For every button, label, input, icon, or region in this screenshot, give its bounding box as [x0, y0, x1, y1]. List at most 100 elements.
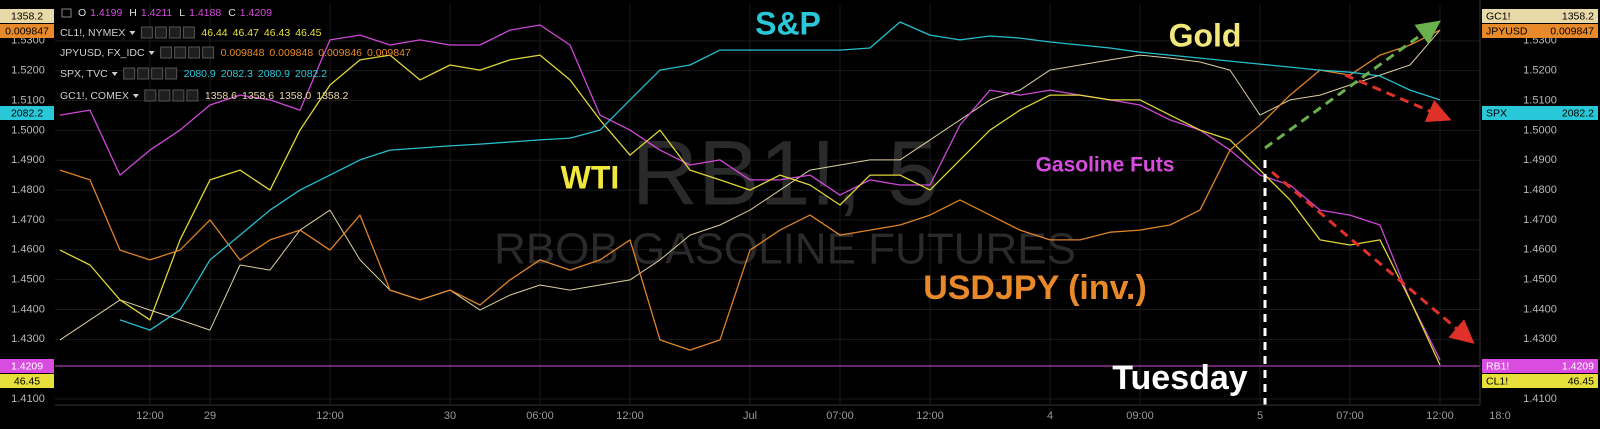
series-button[interactable] [158, 89, 171, 102]
x-tick-label: 12:00 [916, 410, 944, 422]
ohlc-value: 0.009847 [367, 47, 411, 59]
ohlc-value: 0.009848 [269, 47, 313, 59]
price-tag-label: 1.4209 [1562, 360, 1594, 372]
price-tag-label: 1.4209 [11, 360, 43, 372]
ohlc-value: 1.4188 [189, 7, 221, 19]
x-tick-label: 4 [1047, 410, 1053, 422]
series-button[interactable] [172, 89, 185, 102]
x-tick-label: Jul [743, 410, 757, 422]
y-tick-label: 1.5000 [1523, 124, 1557, 136]
series-button[interactable] [174, 46, 187, 59]
ohlc-value: 46.44 [201, 27, 227, 39]
series-button[interactable] [182, 26, 195, 39]
y-tick-label: 1.4400 [11, 303, 45, 315]
price-tag [0, 9, 54, 23]
annotation: WTI [561, 159, 620, 195]
ohlc-value: 2082.2 [295, 68, 327, 80]
y-tick-label: 1.4300 [11, 333, 45, 345]
price-tag [1482, 106, 1598, 120]
annotation: Gasoline Futs [1036, 154, 1175, 177]
ohlc-value: 46.45 [295, 27, 321, 39]
dropdown-icon[interactable] [132, 94, 139, 98]
series-button[interactable] [168, 26, 181, 39]
annotation: Tuesday [1112, 359, 1248, 397]
ohlc-value: 1358.6 [205, 90, 237, 102]
ohlc-value: 1358.2 [316, 90, 348, 102]
price-tag [0, 374, 54, 388]
ohlc-value: 1.4209 [240, 7, 272, 19]
annotation: S&P [755, 5, 821, 41]
watermark: RB1!, 5 RBOB GASOLINE FUTURES [494, 122, 1076, 273]
price-tag [1482, 24, 1598, 38]
y-tick-label: 1.5100 [11, 94, 45, 106]
series-button[interactable] [160, 46, 173, 59]
dropdown-icon[interactable] [148, 51, 155, 55]
ohlc-label: H [129, 7, 137, 19]
ohlc-label: L [179, 7, 185, 19]
price-tag [0, 106, 54, 120]
ohlc-value: 1358.0 [279, 90, 311, 102]
series-symbol: GC1!, COMEX [60, 90, 129, 102]
series-line [59, 29, 1441, 341]
x-tick-label: 12:00 [616, 410, 644, 422]
y-tick-label: 1.4400 [1523, 303, 1557, 315]
annotation: Gold [1169, 17, 1242, 53]
series-name: GC1! [1486, 10, 1511, 22]
x-tick-label: 29 [204, 410, 216, 422]
price-tag-label: 46.45 [14, 375, 40, 387]
series-name: SPX [1486, 107, 1507, 119]
x-tick-label: 07:00 [1336, 410, 1364, 422]
y-tick-label: 1.4600 [11, 244, 45, 256]
watermark-description: RBOB GASOLINE FUTURES [494, 225, 1076, 274]
trend-arrow [1344, 73, 1452, 122]
price-tag [1482, 359, 1598, 373]
drawings [1263, 20, 1475, 405]
ohlc-value: 2082.3 [221, 68, 253, 80]
y-tick-label: 1.4800 [1523, 184, 1557, 196]
series-button[interactable] [154, 26, 167, 39]
x-tick-label: 06:00 [526, 410, 554, 422]
series-symbol: SPX, TVC [60, 68, 108, 80]
series-button[interactable] [188, 46, 201, 59]
y-tick-label: 1.4100 [11, 393, 45, 405]
ohlc-value: 0.009846 [318, 47, 362, 59]
price-tag-label: 1358.2 [11, 10, 43, 22]
series-symbol: JPYUSD, FX_IDC [60, 47, 145, 59]
dropdown-icon[interactable] [129, 31, 136, 35]
ohlc-value: 1.4211 [141, 7, 172, 19]
ohlc-value: 0.009848 [221, 47, 265, 59]
series-button[interactable] [140, 26, 153, 39]
y-tick-label: 1.4800 [11, 184, 45, 196]
right-axis [1480, 0, 1600, 405]
price-tag-label: 2082.2 [11, 107, 43, 119]
series-button[interactable] [137, 67, 150, 80]
dropdown-icon[interactable] [111, 72, 118, 76]
grid [55, 5, 1501, 405]
x-tick-label: 12:00 [136, 410, 164, 422]
series-button[interactable] [151, 67, 164, 80]
series-button[interactable] [186, 89, 199, 102]
time-axis [0, 405, 1600, 429]
series-name: JPYUSD [1486, 25, 1528, 37]
y-tick-label: 1.4500 [1523, 274, 1557, 286]
series-button[interactable] [123, 67, 136, 80]
annotation: USDJPY (inv.) [923, 269, 1147, 307]
series-button[interactable] [165, 67, 178, 80]
x-tick-label: 5 [1257, 410, 1263, 422]
ohlc-value: 46.43 [264, 27, 290, 39]
price-tag-label: 46.45 [1568, 375, 1594, 387]
y-tick-label: 1.5000 [11, 124, 45, 136]
trend-arrow [1271, 170, 1475, 344]
price-tag [0, 24, 54, 38]
y-tick-label: 1.5200 [11, 65, 45, 77]
x-tick-label: 09:00 [1126, 410, 1154, 422]
annotations: S&P Gold WTI Gasoline Futs USDJPY (inv.) Tues… [561, 5, 1248, 397]
series-name: RB1! [1486, 360, 1509, 372]
visibility-icon [61, 8, 72, 18]
price-tag-label: 2082.2 [1562, 107, 1594, 119]
price-tag [1482, 9, 1598, 23]
series-button[interactable] [144, 89, 157, 102]
series-button[interactable] [202, 46, 215, 59]
